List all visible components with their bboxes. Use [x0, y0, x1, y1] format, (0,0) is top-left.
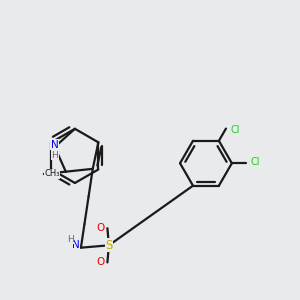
Text: Cl: Cl [251, 157, 260, 167]
Text: O: O [97, 257, 105, 267]
Text: Cl: Cl [231, 125, 240, 135]
Text: S: S [105, 239, 112, 252]
Text: O: O [97, 223, 105, 233]
Text: N: N [51, 140, 59, 150]
Text: N: N [72, 240, 80, 250]
Text: H: H [67, 235, 74, 244]
Text: H: H [51, 151, 58, 160]
Text: CH₃: CH₃ [44, 169, 60, 178]
